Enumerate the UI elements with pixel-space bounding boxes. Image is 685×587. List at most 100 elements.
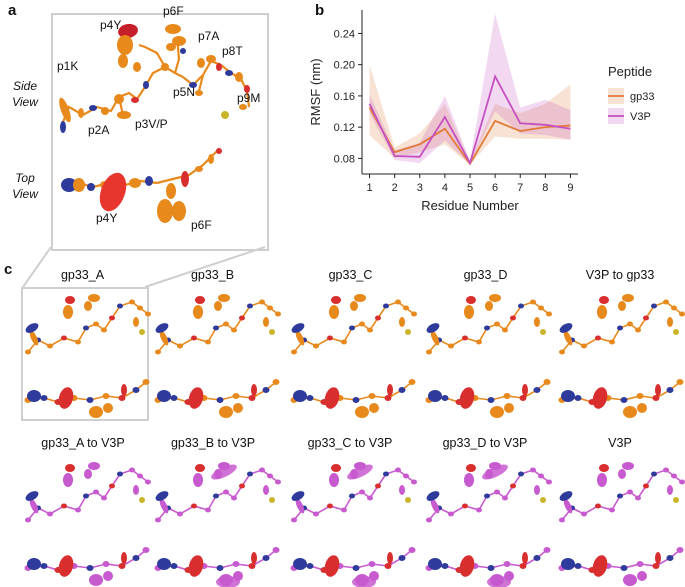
top-atom	[408, 379, 416, 385]
side-atom	[275, 479, 281, 485]
top-phe	[637, 571, 647, 581]
side-atom	[510, 483, 516, 489]
side-atom	[101, 327, 107, 333]
tyr-oxygen	[331, 464, 341, 472]
side-chain	[667, 317, 673, 327]
side-atom	[502, 495, 508, 501]
panel-a-letter: a	[8, 2, 17, 19]
molecule-1-4	[558, 462, 685, 586]
top-phe	[637, 403, 647, 413]
side-atom	[259, 467, 265, 473]
top-atom	[170, 395, 178, 401]
top-atom	[248, 563, 256, 569]
side-atom	[25, 517, 31, 523]
side-chain	[563, 498, 573, 514]
met-sulfur	[540, 329, 546, 335]
top-tyr	[324, 387, 340, 409]
side-atom	[231, 327, 237, 333]
side-atom	[530, 467, 536, 473]
top-atom	[652, 395, 660, 401]
legend-title: Peptide	[608, 64, 652, 79]
title-gp33-c-to-v3p: gp33_C to V3P	[307, 436, 393, 450]
top-phe	[369, 403, 379, 413]
top-view-label-p4y: p4Y	[96, 211, 118, 225]
side-atom	[671, 305, 677, 311]
side-atom	[75, 507, 81, 513]
top-atom	[533, 387, 541, 393]
top-atom	[118, 395, 126, 401]
side-atom	[476, 339, 482, 345]
side-chain	[29, 330, 39, 346]
tyr-ring	[464, 305, 474, 319]
molecule-1-1	[154, 462, 281, 587]
side-atom	[367, 327, 373, 333]
top-atom	[543, 547, 551, 553]
side-atom	[546, 479, 552, 485]
x-tick-label: 3	[417, 182, 423, 194]
side-atom	[349, 325, 355, 331]
top-phe	[355, 406, 369, 418]
tyr-oxygen	[195, 296, 205, 304]
side-atom	[313, 511, 319, 517]
top-phe	[89, 406, 103, 418]
residue-label-p1k: p1K	[57, 59, 79, 73]
phe-ring	[350, 301, 358, 311]
side-atom	[643, 483, 649, 489]
y-tick-label: 0.12	[334, 122, 355, 134]
side-atom	[61, 503, 67, 509]
top-oxygen	[121, 384, 127, 396]
phe-ring	[618, 469, 626, 479]
side-atom	[129, 299, 135, 305]
phe-ring	[84, 469, 92, 479]
top-phe	[623, 574, 637, 586]
side-atom	[462, 503, 468, 509]
tyr-oxygen	[65, 464, 75, 472]
side-atom	[83, 493, 89, 499]
met-sulfur	[673, 497, 679, 503]
residue-label-p7a: p7A	[198, 29, 220, 43]
residue-label-p4y: p4Y	[100, 18, 122, 32]
side-atom	[327, 503, 333, 509]
side-atom	[191, 335, 197, 341]
met-sulfur	[673, 329, 679, 335]
top-nterm	[157, 390, 171, 402]
tyr-oxygen	[195, 464, 205, 472]
side-atom	[145, 479, 151, 485]
top-atom	[519, 563, 527, 569]
tyr-oxygen	[599, 464, 609, 472]
tyr-ring	[597, 473, 607, 487]
side-atom	[395, 467, 401, 473]
molecule-0-1	[154, 294, 281, 418]
side-atom	[403, 305, 409, 311]
side-chain	[29, 498, 39, 514]
top-atom	[352, 397, 360, 403]
side-chain	[667, 485, 673, 495]
side-atom	[383, 471, 389, 477]
side-atom	[502, 327, 508, 333]
top-atom	[676, 547, 684, 553]
top-atom	[102, 561, 110, 567]
title-gp33-b: gp33_B	[190, 268, 235, 282]
side-atom	[538, 305, 544, 311]
gp33-a-highlight-box	[21, 287, 149, 421]
side-chain	[399, 317, 405, 327]
side-atom	[47, 511, 53, 517]
side-chain	[263, 317, 269, 327]
lys-nitrogen	[25, 323, 39, 333]
y-tick-label: 0.16	[334, 91, 355, 103]
side-atom	[530, 299, 536, 305]
top-atom	[142, 547, 150, 553]
top-oxygen	[387, 552, 393, 564]
title-gp33-d: gp33_D	[463, 268, 508, 282]
title-v3p: V3P	[608, 436, 632, 450]
side-view-atoms	[59, 23, 250, 133]
side-view-label: Side View	[12, 79, 38, 109]
top-atom	[262, 555, 270, 561]
side-atom	[462, 335, 468, 341]
top-phe	[103, 571, 113, 581]
side-chain	[399, 485, 405, 495]
x-tick-label: 8	[542, 182, 548, 194]
top-atom	[40, 395, 48, 401]
side-atom	[518, 303, 524, 309]
